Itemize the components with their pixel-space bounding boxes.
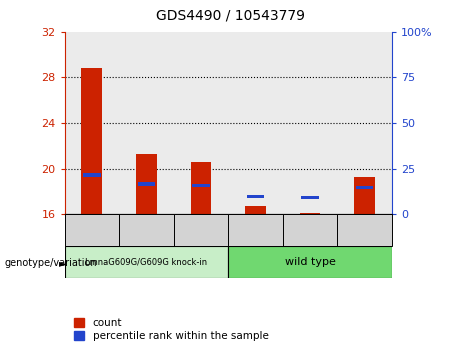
Bar — [228, 214, 283, 246]
Bar — [119, 32, 174, 214]
Bar — [83, 173, 100, 177]
Bar — [228, 32, 283, 214]
Bar — [301, 196, 319, 199]
Bar — [283, 32, 337, 214]
Text: GDS4490 / 10543779: GDS4490 / 10543779 — [156, 9, 305, 23]
Bar — [65, 214, 119, 246]
Bar — [228, 246, 392, 278]
Bar — [247, 195, 264, 198]
Bar — [337, 32, 392, 214]
Text: genotype/variation: genotype/variation — [5, 258, 97, 268]
Bar — [65, 246, 228, 278]
Text: ►: ► — [59, 258, 66, 268]
Legend: count, percentile rank within the sample: count, percentile rank within the sample — [70, 314, 273, 345]
Bar — [138, 183, 155, 186]
Text: LmnaG609G/G609G knock-in: LmnaG609G/G609G knock-in — [85, 257, 207, 267]
Bar — [136, 154, 157, 214]
Bar — [119, 214, 174, 246]
Bar — [283, 214, 337, 246]
Text: wild type: wild type — [284, 257, 336, 267]
Bar — [192, 184, 210, 187]
Bar — [300, 213, 320, 214]
Bar — [356, 186, 373, 189]
Bar — [354, 177, 375, 214]
Bar — [174, 214, 228, 246]
Bar — [245, 206, 266, 214]
Bar — [190, 162, 211, 214]
Bar — [65, 32, 119, 214]
Bar — [174, 32, 228, 214]
Bar — [337, 214, 392, 246]
Bar — [82, 68, 102, 214]
